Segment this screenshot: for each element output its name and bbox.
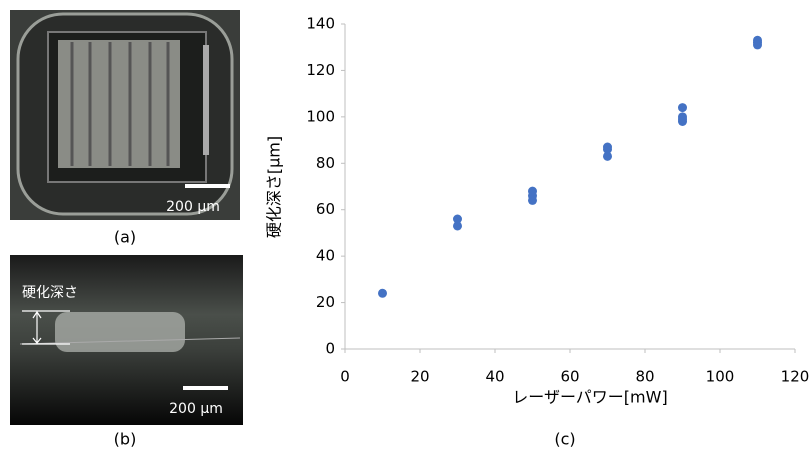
point bbox=[453, 221, 462, 231]
panel-label: (a) bbox=[114, 228, 136, 247]
point bbox=[678, 103, 687, 113]
point bbox=[603, 142, 612, 152]
scale-label: 200 μm bbox=[166, 199, 220, 215]
y-axis-label: 硬化深さ[μm] bbox=[265, 136, 284, 238]
point bbox=[453, 214, 462, 224]
panel-label: (b) bbox=[114, 430, 137, 449]
x-tick-label: 0 bbox=[340, 368, 350, 386]
y-tick-label: 0 bbox=[325, 340, 335, 358]
y-tick-label: 20 bbox=[316, 293, 335, 311]
y-tick-label: 140 bbox=[306, 15, 335, 33]
y-tick-label: 100 bbox=[306, 107, 335, 125]
y-tick-label: 60 bbox=[316, 200, 335, 218]
x-tick-label: 40 bbox=[485, 368, 504, 386]
x-tick-label: 60 bbox=[560, 368, 579, 386]
annotation: 硬化深さ bbox=[22, 285, 78, 301]
panel-label: (c) bbox=[554, 430, 575, 449]
point bbox=[678, 112, 687, 122]
x-axis-label: レーザーパワー[mW] bbox=[512, 388, 667, 407]
point bbox=[753, 35, 762, 45]
photo-b: 硬化深さ 200 μm bbox=[10, 255, 243, 425]
y-tick-label: 80 bbox=[316, 154, 335, 172]
point bbox=[378, 288, 387, 298]
y-tick-label: 120 bbox=[306, 61, 335, 79]
x-tick-label: 20 bbox=[410, 368, 429, 386]
photo-a: 200 μm bbox=[10, 10, 240, 220]
x-tick-label: 120 bbox=[781, 368, 810, 386]
point bbox=[528, 186, 537, 196]
scale-label: 200 μm bbox=[169, 401, 223, 417]
point bbox=[603, 151, 612, 161]
x-tick-label: 100 bbox=[706, 368, 735, 386]
x-tick-label: 80 bbox=[635, 368, 654, 386]
y-tick-label: 40 bbox=[316, 247, 335, 265]
